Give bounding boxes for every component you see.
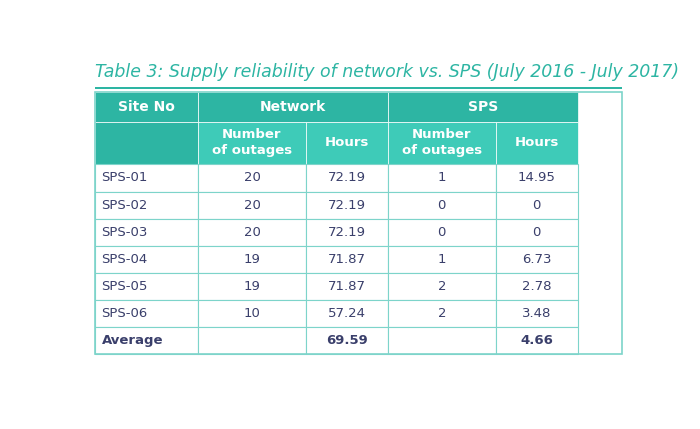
Bar [306,246,388,273]
Bar [388,121,496,164]
Text: 0: 0 [438,199,446,211]
Text: 6.73: 6.73 [522,253,552,266]
Bar [198,164,306,191]
Bar [198,327,306,354]
Text: Table 3: Supply reliability of network vs. SPS (July 2016 - July 2017): Table 3: Supply reliability of network v… [95,63,679,81]
Bar [95,300,198,327]
Text: Hours: Hours [325,136,369,149]
Text: 69.59: 69.59 [326,334,368,347]
Bar [95,273,198,300]
Bar [306,300,388,327]
Bar [95,92,198,121]
Bar [198,219,306,246]
Bar [95,164,198,191]
Text: 2: 2 [438,307,446,320]
Text: 2: 2 [438,280,446,293]
Text: 0: 0 [533,226,541,239]
Bar [306,191,388,219]
Text: 10: 10 [244,307,260,320]
Text: Network: Network [260,100,326,114]
Bar [496,219,578,246]
Text: SPS-04: SPS-04 [102,253,148,266]
Text: 72.19: 72.19 [328,172,366,184]
Text: 72.19: 72.19 [328,199,366,211]
Bar [198,246,306,273]
Text: 3.48: 3.48 [522,307,552,320]
Bar [496,191,578,219]
Text: 20: 20 [244,226,260,239]
Text: 71.87: 71.87 [328,253,366,266]
Text: 20: 20 [244,199,260,211]
Text: 19: 19 [244,280,260,293]
Bar [388,219,496,246]
Bar [388,191,496,219]
Text: 20: 20 [244,172,260,184]
Bar [198,300,306,327]
Bar [496,246,578,273]
Text: 1: 1 [438,172,446,184]
Bar [198,191,306,219]
Bar [306,164,388,191]
Text: SPS-03: SPS-03 [102,226,148,239]
Bar [198,121,306,164]
Text: SPS-01: SPS-01 [102,172,148,184]
Bar [388,246,496,273]
Text: SPS-05: SPS-05 [102,280,148,293]
Bar [306,327,388,354]
Bar [388,164,496,191]
Bar [95,88,622,90]
Text: 71.87: 71.87 [328,280,366,293]
Bar [388,273,496,300]
Text: 57.24: 57.24 [328,307,366,320]
Text: Number
of outages: Number of outages [402,128,482,157]
Bar [496,273,578,300]
Text: 19: 19 [244,253,260,266]
Text: SPS: SPS [468,100,498,114]
Bar [388,327,496,354]
Bar [95,92,622,354]
Text: Average: Average [102,334,163,347]
Bar [306,273,388,300]
Bar [95,219,198,246]
Bar [95,246,198,273]
Bar [388,300,496,327]
Text: 72.19: 72.19 [328,226,366,239]
Text: Site No: Site No [118,100,175,114]
Bar [198,273,306,300]
Bar [95,191,198,219]
Text: 0: 0 [533,199,541,211]
Bar [496,121,578,164]
Text: 4.66: 4.66 [520,334,553,347]
Text: Number
of outages: Number of outages [212,128,292,157]
Text: 0: 0 [438,226,446,239]
Bar [388,92,578,121]
Bar [496,164,578,191]
Bar [95,327,198,354]
Text: 14.95: 14.95 [518,172,556,184]
Text: SPS-06: SPS-06 [102,307,148,320]
Text: Hours: Hours [514,136,559,149]
Bar [306,219,388,246]
Bar [496,327,578,354]
Bar [306,121,388,164]
Text: 1: 1 [438,253,446,266]
Bar [198,92,388,121]
Bar [496,300,578,327]
Text: SPS-02: SPS-02 [102,199,148,211]
Bar [95,121,198,164]
Text: 2.78: 2.78 [522,280,552,293]
